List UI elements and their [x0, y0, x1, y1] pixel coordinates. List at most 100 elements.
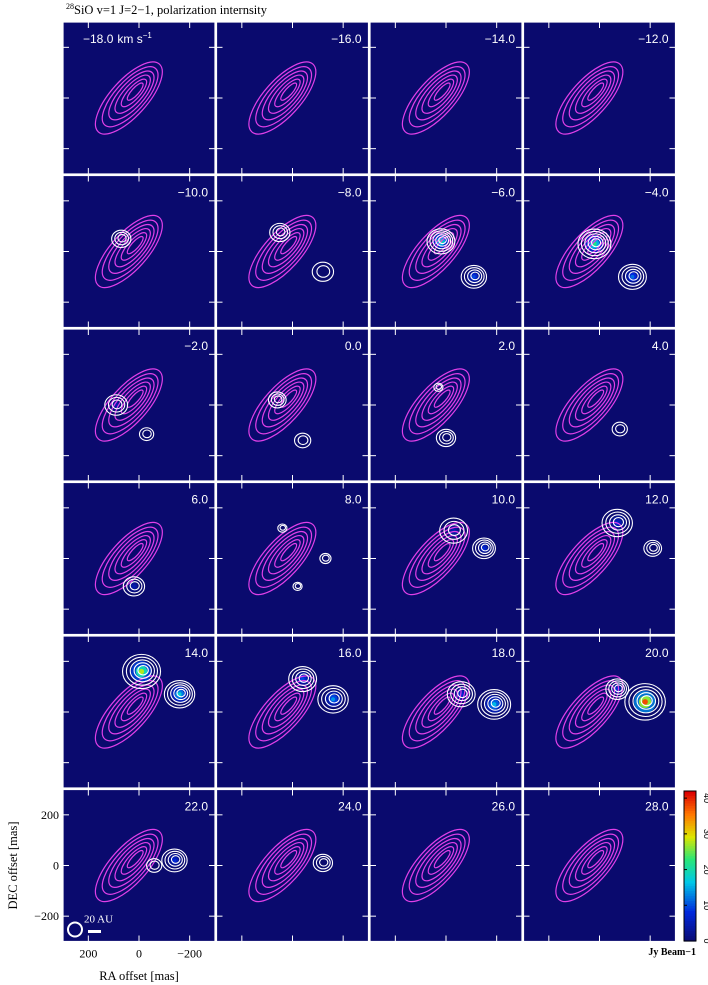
velocity-label: 6.0: [191, 493, 208, 507]
velocity-label: 12.0: [645, 493, 669, 507]
colorbar-segment: [684, 918, 696, 922]
polarization-contour: [146, 858, 163, 873]
colorbar-segment: [684, 901, 696, 905]
polarization-contour: [457, 688, 468, 699]
stokes-i-contour: [415, 837, 462, 888]
polarization-contour: [433, 382, 444, 392]
stokes-i-contour: [562, 219, 620, 281]
polarization-contour: [426, 228, 456, 255]
velocity-label: 28.0: [645, 800, 669, 814]
polarization-contour: [608, 680, 628, 698]
stokes-i-contour: [255, 66, 313, 128]
polarization-contour: [646, 541, 660, 555]
stokes-i-contour: [574, 535, 612, 575]
polarization-contour: [442, 433, 452, 442]
polarization-contour: [166, 682, 193, 706]
stokes-i-contour: [562, 66, 620, 128]
colorbar-segment: [684, 838, 696, 842]
polarization-contour: [628, 686, 663, 718]
stokes-i-contour: [126, 542, 144, 562]
polarization-contour: [480, 691, 509, 717]
polarization-contour: [487, 696, 504, 711]
polarization-contour: [636, 692, 657, 710]
polarization-contour: [587, 235, 604, 251]
polarization-contour: [649, 543, 658, 552]
colorbar-segment: [684, 916, 696, 920]
polarization-contour: [460, 264, 488, 289]
colorbar-segment: [684, 858, 696, 862]
colorbar-segment: [684, 871, 696, 875]
stokes-i-contour: [255, 219, 313, 281]
panel-background: [523, 22, 676, 174]
stokes-i-contour: [401, 368, 470, 442]
stokes-i-contour: [274, 232, 301, 261]
polarization-contour: [317, 685, 349, 714]
stokes-i-contour: [108, 223, 155, 274]
polarization-contour: [480, 543, 490, 552]
channel-panel: 16.0: [215, 635, 370, 789]
panel-background: [523, 482, 676, 635]
polarization-contour: [474, 539, 494, 557]
stokes-i-contour: [94, 521, 163, 596]
polarization-contour: [447, 524, 461, 536]
velocity-label: 16.0: [338, 646, 362, 660]
polarization-contour: [114, 231, 130, 246]
polarization-contour: [295, 670, 312, 686]
stokes-i-contour: [587, 849, 605, 869]
channel-panel: 6.0: [62, 481, 216, 636]
colorbar-segment: [684, 798, 696, 802]
colorbar-segment: [684, 861, 696, 865]
colorbar-segment: [684, 896, 696, 900]
colorbar-segment: [684, 878, 696, 882]
velocity-label: 14.0: [185, 646, 209, 660]
polarization-contour: [584, 233, 607, 254]
stokes-i-contour: [562, 833, 620, 895]
colorbar-segment: [684, 823, 696, 827]
stokes-i-contour: [280, 235, 298, 255]
stokes-i-contour: [408, 526, 466, 588]
stokes-i-contour: [562, 680, 620, 742]
polarization-contour: [624, 268, 642, 284]
polarization-contour: [149, 860, 160, 870]
stokes-i-contour: [427, 78, 455, 108]
stokes-i-contour: [255, 833, 313, 895]
stokes-i-contour: [280, 542, 298, 562]
polarization-contour: [450, 683, 473, 705]
panel-background: [523, 329, 676, 481]
stokes-i-contour: [421, 74, 458, 114]
polarization-contour: [312, 853, 334, 873]
stokes-i-contour: [587, 696, 605, 715]
stokes-i-contour: [555, 675, 624, 749]
stokes-i-contour: [427, 692, 455, 722]
panel-background: [216, 789, 369, 942]
channel-panel: −14.0: [369, 21, 523, 175]
velocity-label: 0.0: [345, 339, 362, 353]
stokes-i-contour: [274, 692, 301, 722]
colorbar-segment: [684, 821, 696, 825]
panel-background: [370, 789, 522, 942]
polarization-contour: [137, 665, 149, 676]
velocity-label: −4.0: [645, 186, 669, 200]
stokes-i-contour: [114, 535, 151, 575]
velocity-label: −2.0: [184, 339, 208, 353]
polarization-contour: [319, 858, 329, 867]
x-tick-label: −200: [177, 947, 202, 961]
panel-background: [63, 329, 215, 481]
stokes-i-contour: [267, 842, 305, 882]
stokes-i-contour: [267, 74, 305, 114]
polarization-contour: [609, 514, 628, 531]
stokes-i-contour: [421, 381, 458, 421]
polarization-contour: [611, 682, 625, 695]
polarization-contour: [129, 581, 140, 591]
polarization-contour: [277, 523, 288, 533]
polarization-contour: [161, 848, 188, 873]
colorbar-segment: [684, 911, 696, 915]
stokes-i-contour: [581, 539, 608, 568]
stokes-i-contour: [587, 542, 605, 562]
polarization-contour: [435, 428, 457, 448]
polarization-contour: [640, 695, 653, 707]
velocity-label: −18.0 km s−1: [83, 31, 152, 46]
stokes-i-contour: [427, 385, 455, 415]
colorbar-segment: [684, 883, 696, 887]
stokes-i-contour: [555, 368, 624, 442]
